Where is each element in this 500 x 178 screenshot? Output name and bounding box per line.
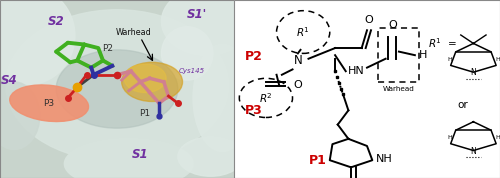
Text: Cys145: Cys145	[179, 68, 205, 74]
Text: O: O	[388, 20, 396, 30]
Ellipse shape	[178, 137, 244, 176]
Ellipse shape	[0, 82, 40, 150]
Text: $R^1$  =: $R^1$ =	[428, 36, 458, 50]
Ellipse shape	[64, 139, 193, 178]
Text: P1: P1	[140, 109, 150, 118]
Text: P2: P2	[244, 50, 262, 64]
Text: H: H	[495, 135, 500, 140]
Text: O: O	[294, 80, 302, 90]
Text: N: N	[294, 54, 302, 67]
Text: HN: HN	[348, 66, 364, 76]
Text: S2: S2	[48, 15, 64, 28]
Text: or: or	[458, 100, 468, 110]
Text: N: N	[470, 146, 476, 156]
Text: Warhead: Warhead	[116, 28, 152, 36]
Text: NH: NH	[376, 154, 393, 164]
Ellipse shape	[193, 44, 252, 151]
Text: P3: P3	[44, 99, 54, 108]
Text: P1: P1	[308, 154, 326, 167]
Text: H: H	[447, 57, 452, 62]
Text: S1: S1	[132, 148, 148, 161]
Text: P3: P3	[244, 104, 262, 117]
Text: S4: S4	[1, 74, 18, 87]
Ellipse shape	[162, 27, 213, 80]
Ellipse shape	[56, 50, 178, 128]
Bar	[378, 28, 419, 82]
Text: H: H	[418, 50, 427, 60]
Text: N: N	[470, 68, 476, 77]
Text: Warhead: Warhead	[382, 86, 414, 92]
Text: S1': S1'	[186, 8, 206, 21]
Ellipse shape	[124, 64, 166, 93]
Text: O: O	[364, 15, 372, 25]
Text: $R^1$: $R^1$	[296, 25, 310, 39]
Text: H: H	[495, 57, 500, 62]
Ellipse shape	[0, 0, 75, 85]
Ellipse shape	[6, 10, 228, 161]
Ellipse shape	[122, 62, 182, 101]
Text: P2: P2	[102, 44, 113, 53]
Ellipse shape	[10, 85, 88, 122]
Ellipse shape	[162, 0, 250, 55]
Text: H: H	[447, 135, 452, 140]
Text: $R^2$: $R^2$	[259, 91, 273, 105]
